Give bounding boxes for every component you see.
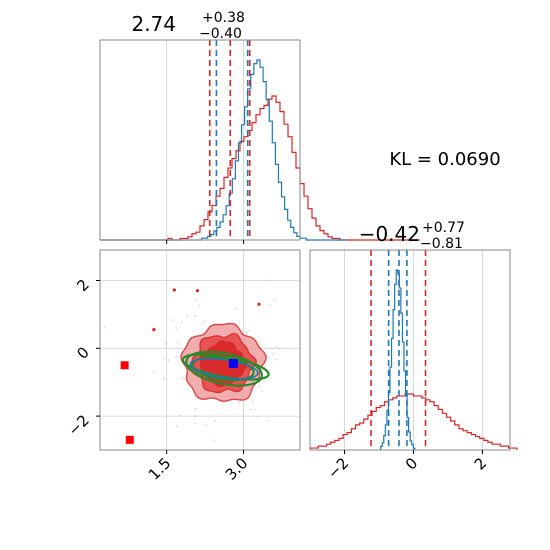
joint-approximation-contour-1 [185, 350, 263, 387]
param0-title-minus: −0.40 [199, 26, 242, 42]
hist1-xtick-label-0: −2 [324, 454, 352, 482]
param1-title: −0.42 +0.77 −0.81 [359, 220, 465, 252]
joint-reference-speck-0 [195, 289, 200, 293]
hist1-xtick-label-1: 0 [402, 454, 421, 473]
joint-ytick-label-1: 0 [73, 343, 92, 362]
joint-scatter-point [261, 389, 264, 392]
joint-reference-speck-3 [257, 302, 261, 306]
joint-scatter-point [256, 415, 259, 418]
joint-scatter-point [194, 422, 196, 425]
joint-xtick-label-0: 1.5 [145, 454, 175, 484]
joint-scatter-point [253, 408, 256, 411]
joint-scatter-point [274, 358, 277, 361]
histogram-param1-quantile-lines [370, 250, 427, 450]
joint-scatter-point [258, 385, 261, 388]
joint-approximation-contours [181, 350, 270, 387]
joint-scatter-point [162, 356, 165, 359]
joint-ytick-label-0: −2 [64, 411, 92, 439]
joint-scatter-point [180, 414, 182, 417]
joint-scatter-point [194, 415, 197, 418]
joint-scatter-point [203, 320, 206, 323]
joint-scatter-point [175, 327, 178, 330]
joint-scatter-point [266, 420, 269, 423]
joint-scatter-point [181, 376, 184, 379]
joint-scatter-point [181, 321, 183, 323]
joint-scatter-point [183, 377, 186, 380]
param1-title-minus: −0.81 [420, 236, 463, 252]
histogram-param0-reference [100, 95, 420, 241]
joint-reference-speck-1 [152, 328, 156, 332]
joint-panel: 1.5 3.0 −2 0 2 [64, 249, 301, 484]
joint-frame [99, 249, 301, 451]
histogram-param0-grid [166, 40, 244, 240]
param0-title: 2.74 +0.38 −0.40 [131, 10, 244, 42]
joint-scatter-point [194, 314, 196, 317]
joint-scatter-point [167, 359, 170, 362]
joint-scatter-point [177, 341, 180, 344]
joint-scatter-point [238, 401, 240, 404]
joint-scatter-point [249, 408, 252, 411]
joint-scatter-point [248, 329, 250, 332]
joint-scatter-point [268, 304, 271, 307]
joint-scatter-point [212, 439, 215, 442]
histogram-param0-frame [99, 39, 301, 241]
joint-approximation-contour-2 [191, 355, 255, 382]
kl-divergence-label: KL = 0.0690 [389, 149, 500, 170]
joint-scatter-point [278, 347, 281, 350]
joint-scatter-point [153, 370, 156, 373]
param0-title-main: 2.74 [131, 12, 176, 36]
joint-ytick-label-2: 2 [73, 276, 92, 295]
joint-scatter-point [214, 419, 216, 422]
joint-scatter-point [103, 326, 106, 329]
histogram-param1-frame [309, 249, 511, 451]
joint-red-square-marker-0 [120, 361, 129, 370]
histogram-param0-quantile-lines [208, 40, 251, 240]
histogram-param1-panel: −2 0 2 [309, 249, 518, 482]
joint-scatter-point [275, 345, 278, 348]
histogram-param1-reference [309, 393, 518, 450]
joint-scatter-point [176, 425, 178, 428]
joint-scatter-point [186, 315, 189, 318]
joint-xtick-label-1: 3.0 [222, 454, 252, 484]
histogram-param1-grid [344, 250, 483, 450]
joint-blue-mean-marker [228, 359, 238, 369]
joint-scatter-point [194, 408, 197, 410]
joint-scatter-point [221, 401, 224, 404]
joint-scatter-point [198, 304, 201, 307]
joint-y-ticks: −2 0 2 [64, 276, 100, 440]
joint-scatter-point [251, 400, 254, 403]
joint-scatter-point [234, 307, 237, 310]
hist1-xtick-label-2: 2 [471, 454, 490, 473]
joint-scatter-point [175, 356, 178, 358]
joint-scatter-point [252, 389, 255, 392]
joint-approximation-contour-blue [189, 357, 259, 380]
joint-x-ticks: 1.5 3.0 [145, 450, 252, 484]
joint-scatter-point [164, 342, 167, 345]
joint-scatter-point [172, 319, 175, 322]
joint-scatter-point [194, 299, 197, 302]
joint-markers [120, 359, 238, 444]
joint-scatter-point [245, 332, 248, 335]
joint-scatter-point [273, 298, 276, 301]
param1-title-main: −0.42 [359, 222, 420, 246]
joint-scatter-point [266, 279, 269, 282]
histogram-param0-ticks [166, 240, 245, 244]
joint-scatter-point [245, 331, 248, 333]
histogram-param1-x-ticks: −2 0 2 [324, 450, 490, 482]
joint-scatter-point [204, 424, 207, 427]
joint-scatter-point [162, 377, 165, 380]
joint-scatter-point [272, 352, 275, 355]
histogram-param0-approximation [100, 59, 347, 241]
histogram-param0-panel [99, 39, 420, 244]
joint-scatter-point [201, 322, 204, 325]
joint-reference-speck-2 [172, 288, 176, 292]
param0-title-plus: +0.38 [202, 10, 245, 26]
histogram-param1-approximation [380, 269, 416, 450]
joint-red-square-marker-1 [125, 435, 134, 444]
param1-title-plus: +0.77 [422, 220, 465, 236]
